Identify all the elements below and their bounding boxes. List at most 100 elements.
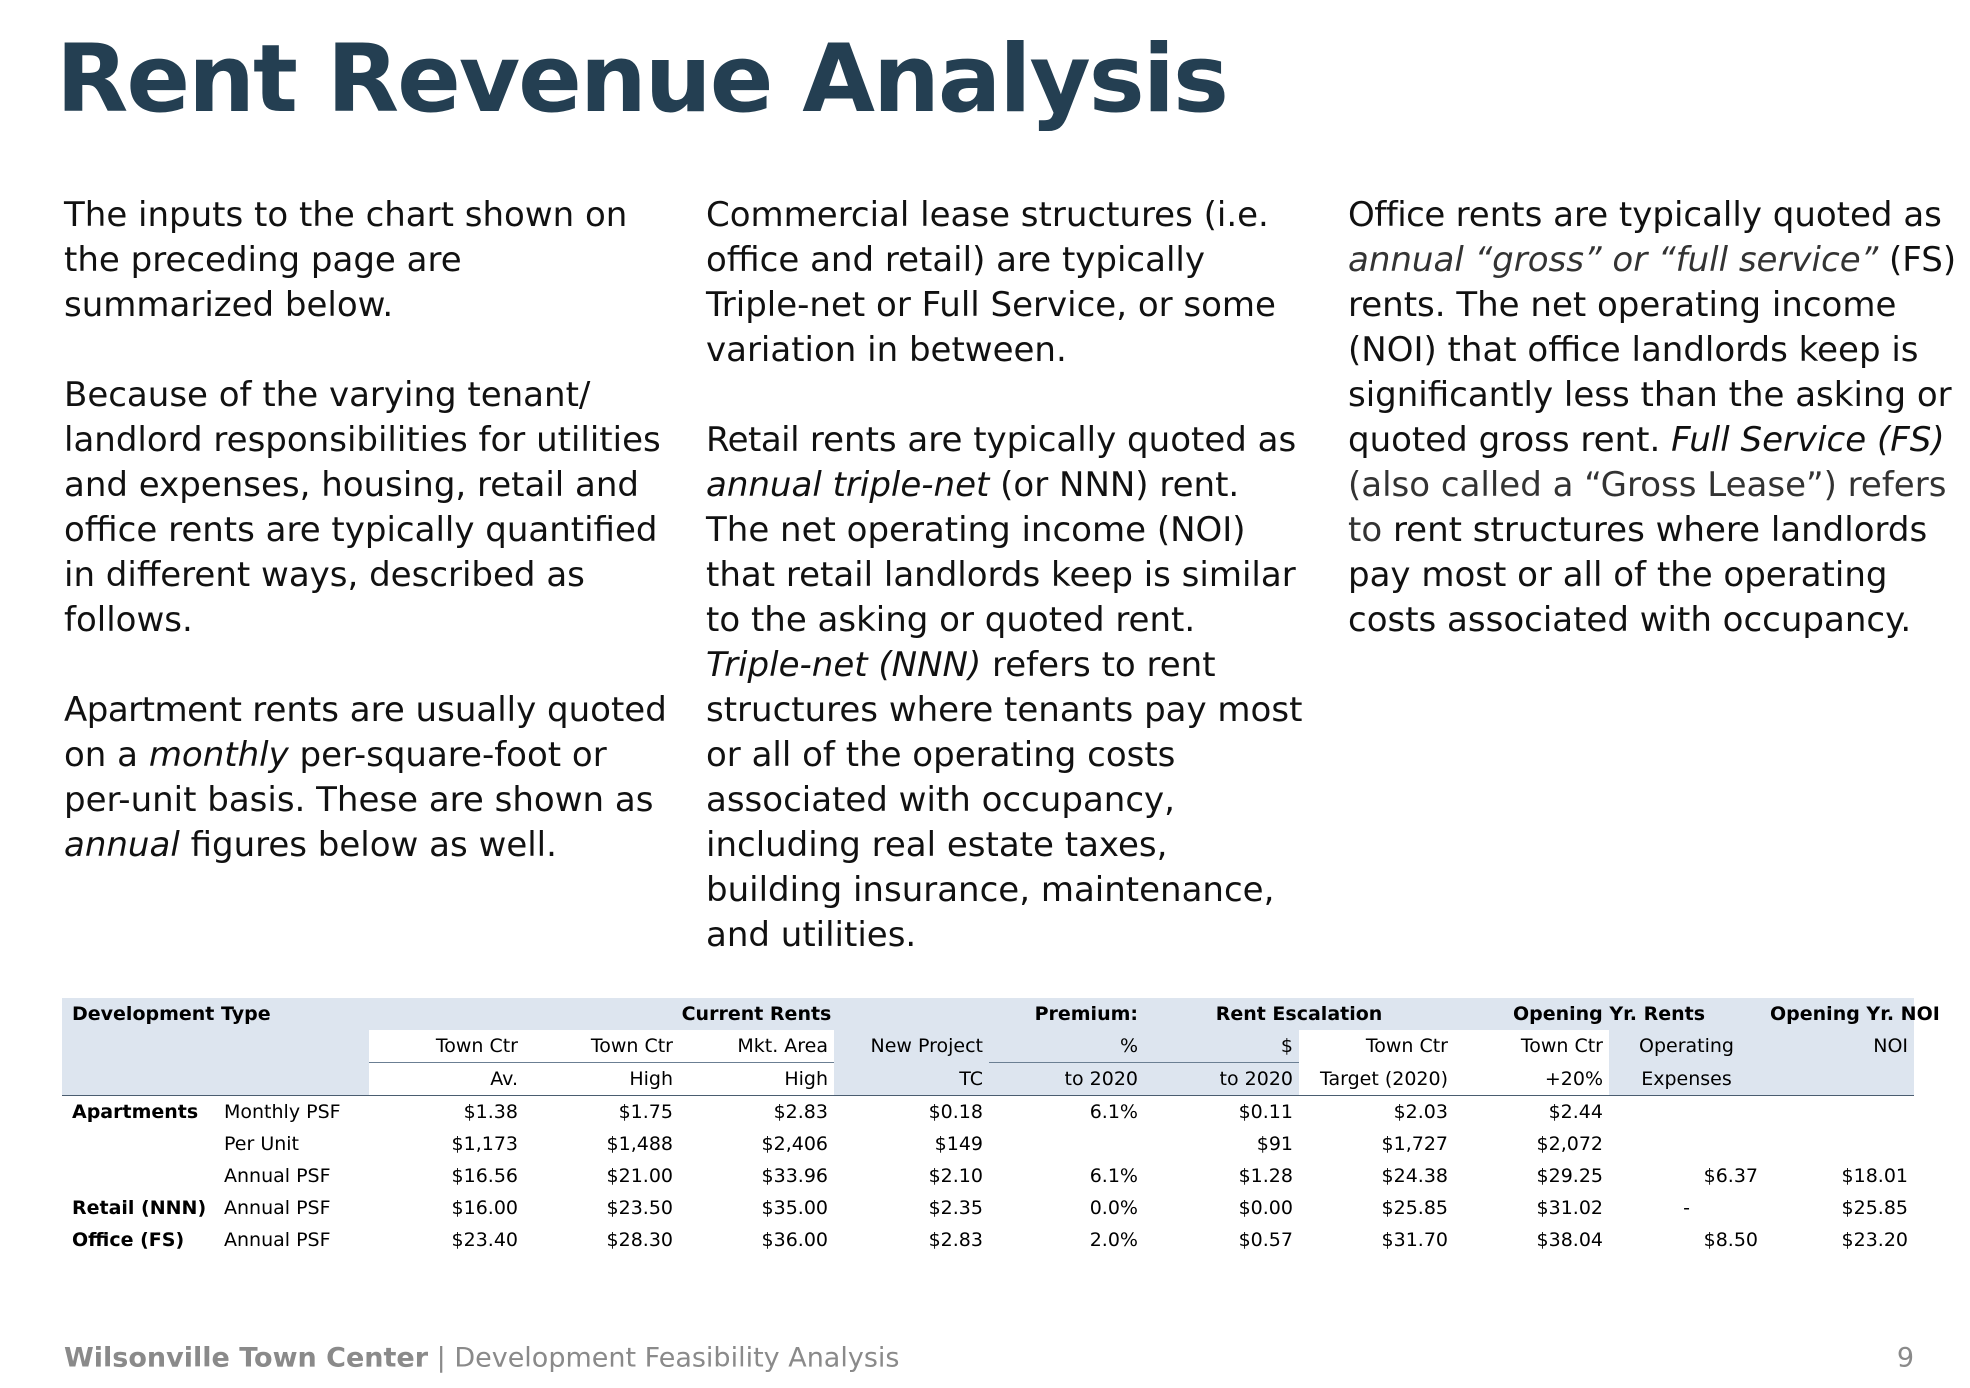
table-cell (1609, 1096, 1764, 1129)
table-cell: $18.01 (1841, 1165, 1909, 1187)
table-cell: $16.56 (451, 1165, 518, 1187)
retail-text-a: rents are typically quoted as (799, 420, 1297, 460)
header-opening-noi: Opening Yr. NOI (1764, 998, 1940, 1030)
table-row: Retail (NNN) Annual PSF $16.00 $23.50 $35.00… (62, 1192, 1914, 1224)
table-cell: $1.28 (1238, 1165, 1293, 1187)
col-header: Town Ctr (524, 1030, 679, 1063)
row-unit: Annual PSF (224, 1197, 331, 1219)
apartment-monthly: monthly (148, 735, 289, 775)
table-cell: $6.37 (1703, 1165, 1759, 1187)
table-cell: $2,072 (1536, 1133, 1603, 1155)
col-header: +20% (1454, 1062, 1609, 1096)
col-header: TC (834, 1062, 989, 1096)
col-header: Target (2020) (1299, 1062, 1454, 1096)
table-cell: $1.38 (463, 1101, 518, 1123)
table-cell: $23.50 (606, 1197, 673, 1219)
table-cell: $0.00 (1238, 1197, 1293, 1219)
apartment-annual: annual (64, 825, 180, 865)
table-row: Apartments Monthly PSF $1.38 $1.75 $2.83 $0.1… (62, 1096, 1914, 1129)
office-text-b: (FS) rents. The net operating income (NO… (1348, 240, 1957, 460)
intro-paragraph: The inputs to the chart shown on the pre… (64, 195, 628, 325)
row-unit: Annual PSF (224, 1165, 331, 1187)
table-cell: $36.00 (761, 1229, 828, 1251)
table-cell: $2.10 (928, 1165, 983, 1187)
col-header: New Project (834, 1030, 989, 1063)
row-type (62, 1160, 214, 1192)
retail-lead: Retail (706, 420, 800, 460)
page-title: Rent Revenue Analysis (56, 25, 1229, 134)
col-header: Mkt. Area (679, 1030, 834, 1063)
office-paragraph: Office rents are typically quoted as ann… (1348, 193, 1958, 643)
apartment-text-b: per-square-foot or per-unit basis. These… (64, 735, 654, 820)
table-row: Per Unit $1,173 $1,488 $2,406 $149 $91 $1,727 $… (62, 1128, 1914, 1160)
text-column-1: The inputs to the chart shown on the pre… (64, 193, 674, 913)
header-rent-escalation: Rent Escalation (1144, 998, 1454, 1030)
col-header: Town Ctr (369, 1030, 524, 1063)
table-cell: $25.85 (1381, 1197, 1448, 1219)
row-type: Apartments (72, 1101, 199, 1123)
table-cell: $31.70 (1381, 1229, 1448, 1251)
table-cell: $0.57 (1238, 1229, 1293, 1251)
table-cell: 6.1% (1089, 1101, 1138, 1123)
col-header: Expenses (1609, 1062, 1765, 1096)
retail-term: annual triple-net (706, 465, 990, 505)
office-term-fs: Full Service (FS) (1671, 420, 1945, 460)
table-cell: $24.38 (1381, 1165, 1448, 1187)
office-term: annual “gross” or “full service” (1348, 240, 1879, 280)
table-cell: 2.0% (1089, 1229, 1138, 1251)
table-cell (989, 1128, 1144, 1160)
retail-text-c: refers to rent structures where tenants … (706, 645, 1303, 955)
table-cell: $35.00 (761, 1197, 828, 1219)
retail-paragraph: Retail rents are typically quoted as ann… (706, 418, 1306, 958)
table-row: Annual PSF $16.56 $21.00 $33.96 $2.10 6.1% $1.… (62, 1160, 1914, 1192)
table-cell: $1,727 (1381, 1133, 1448, 1155)
table-cell: $38.04 (1536, 1229, 1603, 1251)
office-text-a: rents are typically quoted as (1444, 195, 1942, 235)
table-cell: $16.00 (451, 1197, 518, 1219)
apartment-paragraph: Apartment rents are usually quoted on a … (64, 688, 674, 868)
table-cell: $2.03 (1393, 1101, 1448, 1123)
table-cell: $0.18 (928, 1101, 983, 1123)
table-cell (1609, 1128, 1764, 1160)
col-header: Av. (369, 1062, 524, 1096)
table-subheader-row-1: Town Ctr Town Ctr Mkt. Area New Project … (62, 1030, 1915, 1063)
header-premium: Premium: (989, 998, 1144, 1030)
col-header: Town Ctr (1365, 1035, 1448, 1058)
page-number: 9 (1896, 1342, 1914, 1374)
table-row: Office (FS) Annual PSF $23.40 $28.30 $36.00 $… (62, 1224, 1914, 1256)
table-cell: $23.20 (1841, 1229, 1909, 1251)
row-unit: Monthly PSF (224, 1101, 341, 1123)
row-unit: Per Unit (224, 1133, 299, 1155)
table-cell: 0.0% (1089, 1197, 1138, 1219)
apartment-text-a: rents are usually quoted on a (64, 690, 667, 775)
table-subheader-row-2: Av. High High TC to 2020 to 2020 Target … (62, 1062, 1915, 1096)
text-column-3: Office rents are typically quoted as ann… (1348, 193, 1958, 688)
table-cell: $91 (1256, 1133, 1293, 1155)
footer-brand: Wilsonville Town Center (64, 1342, 429, 1374)
apartment-lead: Apartment (64, 690, 242, 730)
office-text-c: (also called a “Gross Lease”) refers to (1348, 465, 1947, 550)
table-cell: $25.85 (1841, 1197, 1909, 1219)
table-cell (1764, 1096, 1914, 1129)
row-type (62, 1128, 214, 1160)
table-cell: $1,488 (606, 1133, 673, 1155)
responsibilities-paragraph: Because of the varying tenant/ landlord … (64, 375, 661, 640)
table-cell: $2.83 (773, 1101, 828, 1123)
table-cell: $1,173 (451, 1133, 518, 1155)
table-cell: $1.75 (618, 1101, 673, 1123)
col-header: Operating (1609, 1030, 1765, 1063)
col-header: to 2020 (989, 1062, 1144, 1096)
footer-subtitle: Development Feasibility Analysis (454, 1342, 900, 1374)
col-header: $ (1144, 1030, 1299, 1063)
header-development-type: Development Type (62, 998, 524, 1030)
footer: Wilsonville Town Center | Development Fe… (64, 1343, 899, 1374)
table-cell (1764, 1128, 1914, 1160)
table-cell: $23.40 (451, 1229, 518, 1251)
table-cell: $21.00 (606, 1165, 673, 1187)
col-header: NOI (1764, 1030, 1915, 1063)
subheader-spacer (62, 1030, 369, 1063)
rent-table: Development Type Current Rents Premium: … (62, 998, 1940, 1256)
apartment-text-c: figures below as well. (179, 825, 557, 865)
table-cell: $2.44 (1548, 1101, 1603, 1123)
col-header: High (679, 1062, 834, 1096)
